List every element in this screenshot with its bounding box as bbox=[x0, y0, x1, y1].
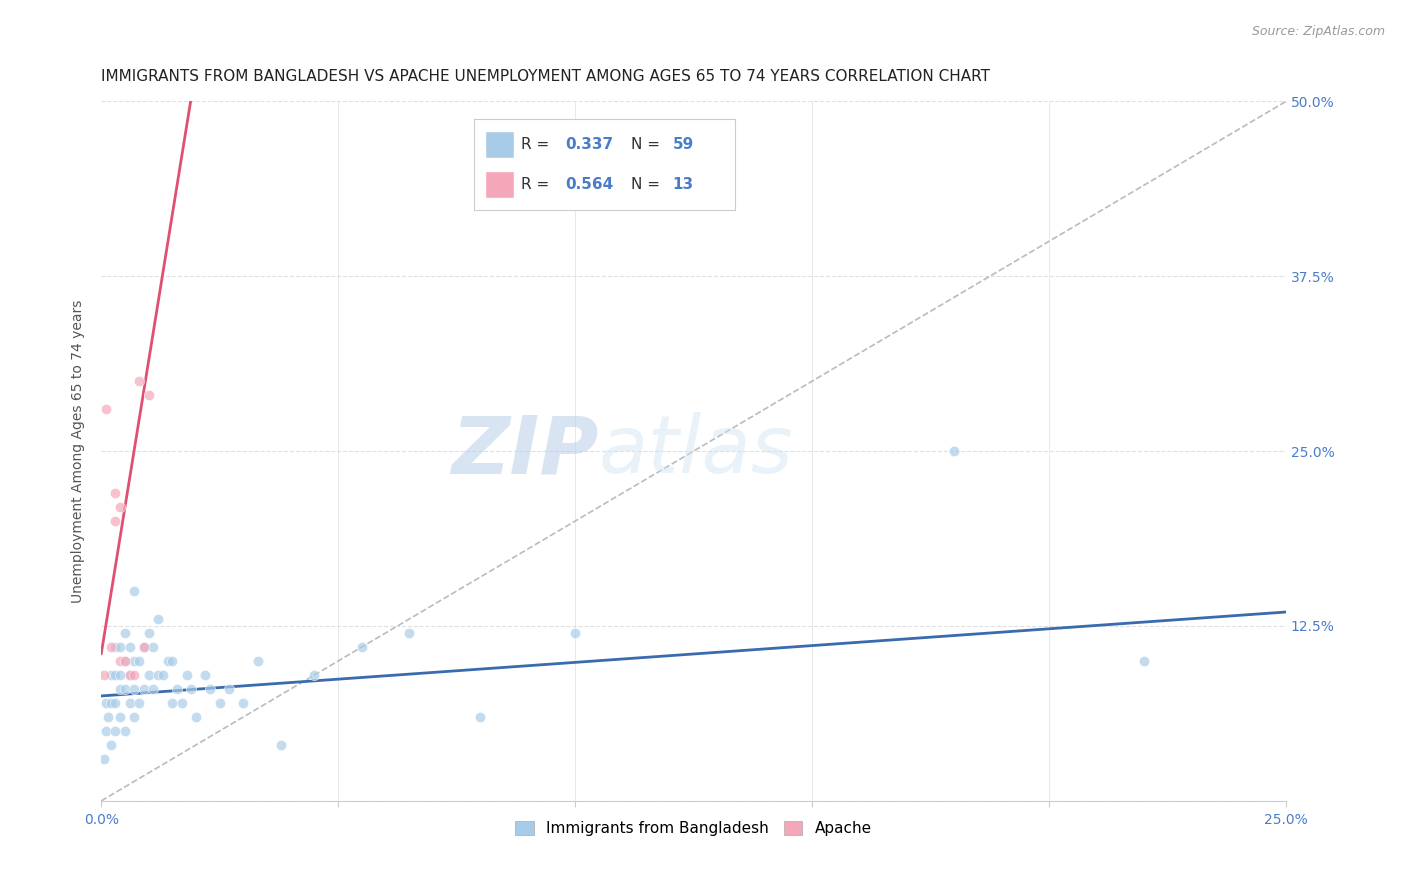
Point bbox=[152, 668, 174, 682]
Point bbox=[100, 696, 122, 710]
Point bbox=[118, 640, 141, 654]
Point bbox=[128, 654, 150, 668]
Point bbox=[124, 681, 146, 696]
Point bbox=[114, 723, 136, 738]
Point bbox=[166, 681, 188, 696]
Text: ZIP: ZIP bbox=[451, 412, 599, 490]
Point bbox=[162, 654, 184, 668]
Point bbox=[142, 681, 165, 696]
Point bbox=[564, 626, 586, 640]
Point bbox=[470, 710, 492, 724]
Point bbox=[304, 668, 326, 682]
Point bbox=[132, 640, 155, 654]
Point bbox=[100, 668, 122, 682]
Point bbox=[180, 681, 202, 696]
Point bbox=[156, 654, 179, 668]
Point bbox=[232, 696, 254, 710]
Point bbox=[146, 668, 169, 682]
Point bbox=[108, 710, 131, 724]
Point bbox=[104, 696, 127, 710]
Point bbox=[1133, 654, 1156, 668]
Point bbox=[114, 681, 136, 696]
Text: atlas: atlas bbox=[599, 412, 793, 490]
Point bbox=[128, 374, 150, 388]
Point bbox=[350, 640, 373, 654]
Point bbox=[118, 668, 141, 682]
Point bbox=[118, 668, 141, 682]
Point bbox=[108, 500, 131, 514]
Text: IMMIGRANTS FROM BANGLADESH VS APACHE UNEMPLOYMENT AMONG AGES 65 TO 74 YEARS CORR: IMMIGRANTS FROM BANGLADESH VS APACHE UNE… bbox=[101, 69, 990, 84]
Point bbox=[104, 640, 127, 654]
Point bbox=[94, 402, 117, 417]
Point bbox=[108, 668, 131, 682]
Point bbox=[194, 668, 217, 682]
Point bbox=[100, 640, 122, 654]
Point bbox=[104, 668, 127, 682]
Text: Source: ZipAtlas.com: Source: ZipAtlas.com bbox=[1251, 25, 1385, 38]
Point bbox=[114, 654, 136, 668]
Legend: Immigrants from Bangladesh, Apache: Immigrants from Bangladesh, Apache bbox=[509, 815, 877, 842]
Point bbox=[108, 681, 131, 696]
Point bbox=[246, 654, 269, 668]
Point bbox=[104, 723, 127, 738]
Point bbox=[118, 696, 141, 710]
Point bbox=[176, 668, 198, 682]
Point bbox=[138, 668, 160, 682]
Point bbox=[93, 668, 115, 682]
Point bbox=[93, 752, 115, 766]
Point bbox=[146, 612, 169, 626]
Point bbox=[138, 626, 160, 640]
Point bbox=[132, 640, 155, 654]
Point bbox=[114, 626, 136, 640]
Point bbox=[162, 696, 184, 710]
Point bbox=[124, 668, 146, 682]
Point bbox=[97, 710, 120, 724]
Point bbox=[132, 681, 155, 696]
Point bbox=[100, 738, 122, 752]
Point bbox=[104, 486, 127, 500]
Point bbox=[108, 640, 131, 654]
Point bbox=[142, 640, 165, 654]
Point bbox=[128, 696, 150, 710]
Point bbox=[208, 696, 231, 710]
Point bbox=[270, 738, 292, 752]
Point bbox=[124, 584, 146, 599]
Point bbox=[170, 696, 193, 710]
Point bbox=[184, 710, 207, 724]
Point bbox=[943, 444, 966, 458]
Point bbox=[94, 696, 117, 710]
Point bbox=[124, 654, 146, 668]
Point bbox=[114, 654, 136, 668]
Point bbox=[94, 723, 117, 738]
Point bbox=[398, 626, 420, 640]
Point bbox=[104, 514, 127, 528]
Y-axis label: Unemployment Among Ages 65 to 74 years: Unemployment Among Ages 65 to 74 years bbox=[72, 300, 86, 603]
Point bbox=[218, 681, 240, 696]
Point bbox=[200, 681, 222, 696]
Point bbox=[124, 710, 146, 724]
Point bbox=[138, 388, 160, 402]
Point bbox=[108, 654, 131, 668]
